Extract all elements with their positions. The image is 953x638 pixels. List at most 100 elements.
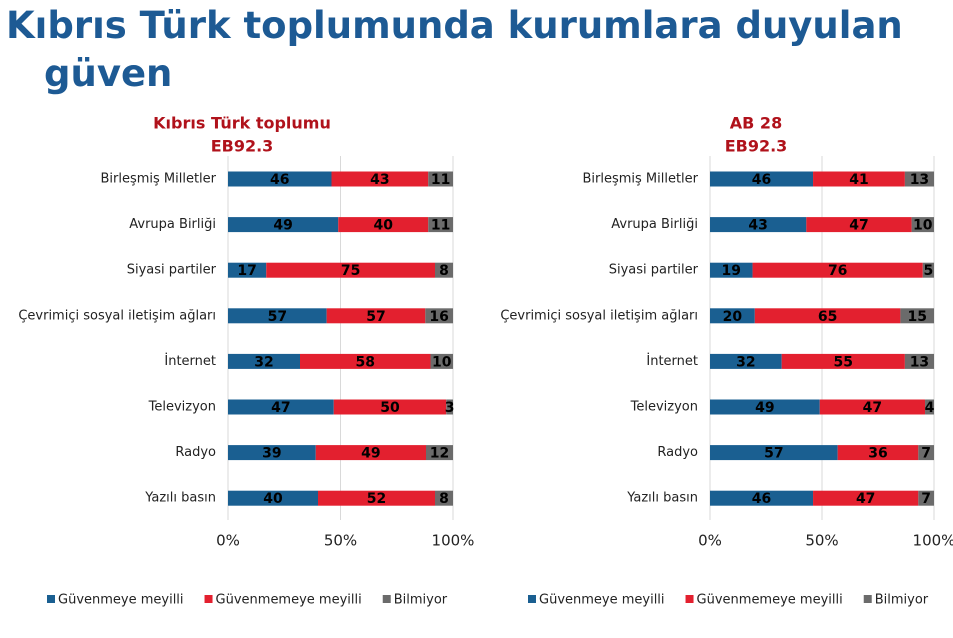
data-label: 8 bbox=[439, 491, 449, 507]
bar-segment bbox=[435, 262, 453, 278]
legend-swatch bbox=[204, 595, 213, 603]
data-label: 13 bbox=[910, 172, 929, 188]
bar-segment bbox=[228, 445, 316, 461]
data-label: 13 bbox=[910, 354, 929, 370]
chart-subtitle: EB92.3 bbox=[725, 137, 788, 156]
y-tick-label: İnternet bbox=[164, 353, 216, 369]
bar-segment bbox=[900, 308, 934, 324]
bar-segment bbox=[922, 262, 934, 278]
data-label: 49 bbox=[361, 446, 380, 462]
bar-segment bbox=[911, 217, 934, 233]
bar-segment bbox=[326, 308, 426, 324]
bar-segment bbox=[918, 490, 934, 506]
bar-segment bbox=[228, 171, 332, 187]
data-label: 65 bbox=[818, 309, 837, 325]
data-label: 17 bbox=[237, 263, 256, 279]
data-label: 3 bbox=[445, 400, 455, 416]
data-label: 12 bbox=[430, 446, 449, 462]
y-tick-label: Siyasi partiler bbox=[127, 263, 217, 278]
data-label: 41 bbox=[849, 172, 868, 188]
bar-segment bbox=[925, 399, 934, 415]
y-tick-label: Radyo bbox=[175, 445, 216, 460]
y-tick-label: Çevrimiçi sosyal iletişim ağları bbox=[500, 308, 698, 323]
data-label: 5 bbox=[924, 263, 934, 279]
y-tick-label: Radyo bbox=[657, 445, 698, 460]
legend-swatch bbox=[863, 595, 872, 603]
bar-segment bbox=[426, 445, 453, 461]
data-label: 49 bbox=[755, 400, 774, 416]
bar-segment bbox=[710, 399, 820, 415]
data-label: 16 bbox=[429, 309, 448, 325]
y-tick-label: Yazılı basın bbox=[626, 491, 698, 506]
y-tick-label: Çevrimiçi sosyal iletişim ağları bbox=[18, 308, 216, 323]
bar-segment bbox=[446, 399, 453, 415]
data-label: 11 bbox=[431, 172, 450, 188]
y-tick-label: Avrupa Birliği bbox=[129, 217, 216, 232]
legend-swatch bbox=[382, 595, 391, 603]
bar-segment bbox=[315, 445, 426, 461]
bar-segment bbox=[752, 262, 923, 278]
data-label: 39 bbox=[262, 446, 281, 462]
legend-label: Güvenmeye meyilli bbox=[58, 593, 184, 608]
data-label: 7 bbox=[921, 491, 931, 507]
bar-segment bbox=[300, 353, 431, 369]
legend-label: Bilmiyor bbox=[875, 593, 929, 608]
legend-swatch bbox=[47, 595, 55, 603]
bar-segment bbox=[904, 171, 934, 187]
chart-subtitle: EB92.3 bbox=[211, 137, 274, 156]
bar-segment bbox=[430, 353, 453, 369]
data-label: 47 bbox=[863, 400, 882, 416]
data-label: 76 bbox=[828, 263, 847, 279]
x-tick-label: 100% bbox=[432, 532, 475, 550]
data-label: 47 bbox=[856, 491, 875, 507]
data-label: 47 bbox=[271, 400, 290, 416]
bar-segment bbox=[428, 171, 453, 187]
bar-segment bbox=[266, 262, 435, 278]
bar-segment bbox=[333, 399, 447, 415]
data-label: 36 bbox=[868, 446, 887, 462]
bar-segment bbox=[710, 353, 782, 369]
y-tick-label: İnternet bbox=[646, 353, 698, 369]
data-label: 55 bbox=[834, 354, 853, 370]
bar-segment bbox=[806, 217, 912, 233]
data-label: 46 bbox=[752, 491, 771, 507]
bar-segment bbox=[819, 399, 926, 415]
data-label: 15 bbox=[907, 309, 926, 325]
data-label: 52 bbox=[367, 491, 386, 507]
data-label: 43 bbox=[748, 218, 767, 234]
data-label: 7 bbox=[921, 446, 931, 462]
bar-segment bbox=[228, 399, 334, 415]
bar-segment bbox=[918, 445, 934, 461]
data-label: 57 bbox=[764, 446, 783, 462]
data-label: 75 bbox=[341, 263, 360, 279]
data-label: 40 bbox=[374, 218, 394, 234]
data-label: 46 bbox=[752, 172, 771, 188]
bar-segment bbox=[435, 490, 453, 506]
data-label: 10 bbox=[432, 354, 452, 370]
bar-segment bbox=[710, 490, 814, 506]
y-tick-label: Avrupa Birliği bbox=[611, 217, 698, 232]
data-label: 49 bbox=[273, 218, 292, 234]
chart-title: AB 28 bbox=[730, 114, 782, 133]
data-label: 43 bbox=[370, 172, 389, 188]
page-title: Kıbrıs Türk toplumunda kurumlara duyulan… bbox=[6, 4, 903, 95]
x-tick-label: 50% bbox=[805, 532, 838, 550]
data-label: 47 bbox=[849, 218, 868, 234]
bar-segment bbox=[228, 353, 300, 369]
data-label: 46 bbox=[270, 172, 289, 188]
data-label: 11 bbox=[431, 218, 450, 234]
x-tick-label: 50% bbox=[324, 532, 357, 550]
data-label: 32 bbox=[254, 354, 273, 370]
bar-segment bbox=[228, 217, 339, 233]
bar-segment bbox=[754, 308, 901, 324]
y-tick-label: Birleşmiş Milletler bbox=[582, 172, 698, 187]
data-label: 20 bbox=[723, 309, 743, 325]
data-label: 4 bbox=[925, 400, 935, 416]
bar-segment bbox=[813, 171, 905, 187]
bar-segment bbox=[710, 217, 807, 233]
bar-segment bbox=[710, 445, 838, 461]
legend-label: Güvenmemeye meyilli bbox=[697, 593, 843, 608]
y-tick-label: Televizyon bbox=[148, 400, 216, 415]
